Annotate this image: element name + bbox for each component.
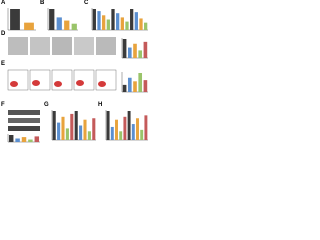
bar — [79, 125, 83, 140]
bar — [110, 126, 114, 140]
micrographs — [8, 37, 116, 55]
bar — [74, 111, 78, 140]
bar — [138, 50, 143, 58]
bar — [120, 17, 124, 30]
bar — [102, 15, 106, 30]
panel-label: H — [98, 102, 102, 108]
bar — [70, 113, 74, 140]
bar — [143, 80, 148, 92]
bar — [24, 22, 34, 30]
bar — [21, 137, 27, 142]
bar — [97, 11, 101, 31]
bar — [130, 9, 134, 30]
bar — [127, 47, 132, 58]
bar — [92, 118, 96, 140]
bar — [136, 118, 139, 140]
bar — [133, 43, 137, 58]
panel-label: B — [40, 0, 45, 6]
flow-plots — [7, 69, 117, 91]
bar — [64, 20, 70, 30]
bar — [134, 12, 138, 30]
bar — [123, 116, 127, 140]
bar — [92, 9, 96, 30]
bar — [144, 22, 148, 30]
bar — [127, 111, 131, 140]
bar — [144, 115, 148, 140]
bar — [10, 9, 20, 30]
panel-label: G — [44, 102, 49, 108]
bar — [87, 131, 91, 140]
bar — [125, 21, 129, 30]
bar — [139, 18, 143, 30]
bar — [52, 111, 56, 140]
bar — [119, 131, 123, 140]
bar — [56, 17, 62, 30]
bar — [115, 119, 118, 140]
bar — [34, 136, 40, 142]
bar — [8, 135, 14, 142]
panel-label: C — [84, 0, 89, 6]
bar — [140, 129, 144, 140]
bar — [71, 23, 77, 30]
bar — [57, 122, 61, 140]
bar — [143, 41, 148, 58]
bar — [111, 9, 115, 30]
bar — [106, 19, 110, 30]
bar — [61, 116, 65, 140]
bar — [49, 9, 55, 30]
bar — [65, 128, 69, 140]
bar — [122, 39, 127, 58]
bar — [133, 81, 137, 92]
bar — [106, 111, 110, 140]
figure: A B C D E F G H — [0, 0, 150, 144]
panel-label: E — [1, 61, 5, 67]
bar — [15, 138, 20, 142]
western-blot — [8, 110, 40, 131]
bar — [131, 124, 135, 140]
bar — [127, 77, 132, 92]
panel-label: A — [1, 0, 6, 6]
bar — [138, 73, 143, 92]
panel-label: F — [1, 102, 5, 108]
panel-label: D — [1, 31, 6, 37]
bar — [122, 84, 127, 92]
bar — [83, 119, 87, 140]
bar — [116, 13, 120, 30]
bar — [28, 139, 33, 142]
